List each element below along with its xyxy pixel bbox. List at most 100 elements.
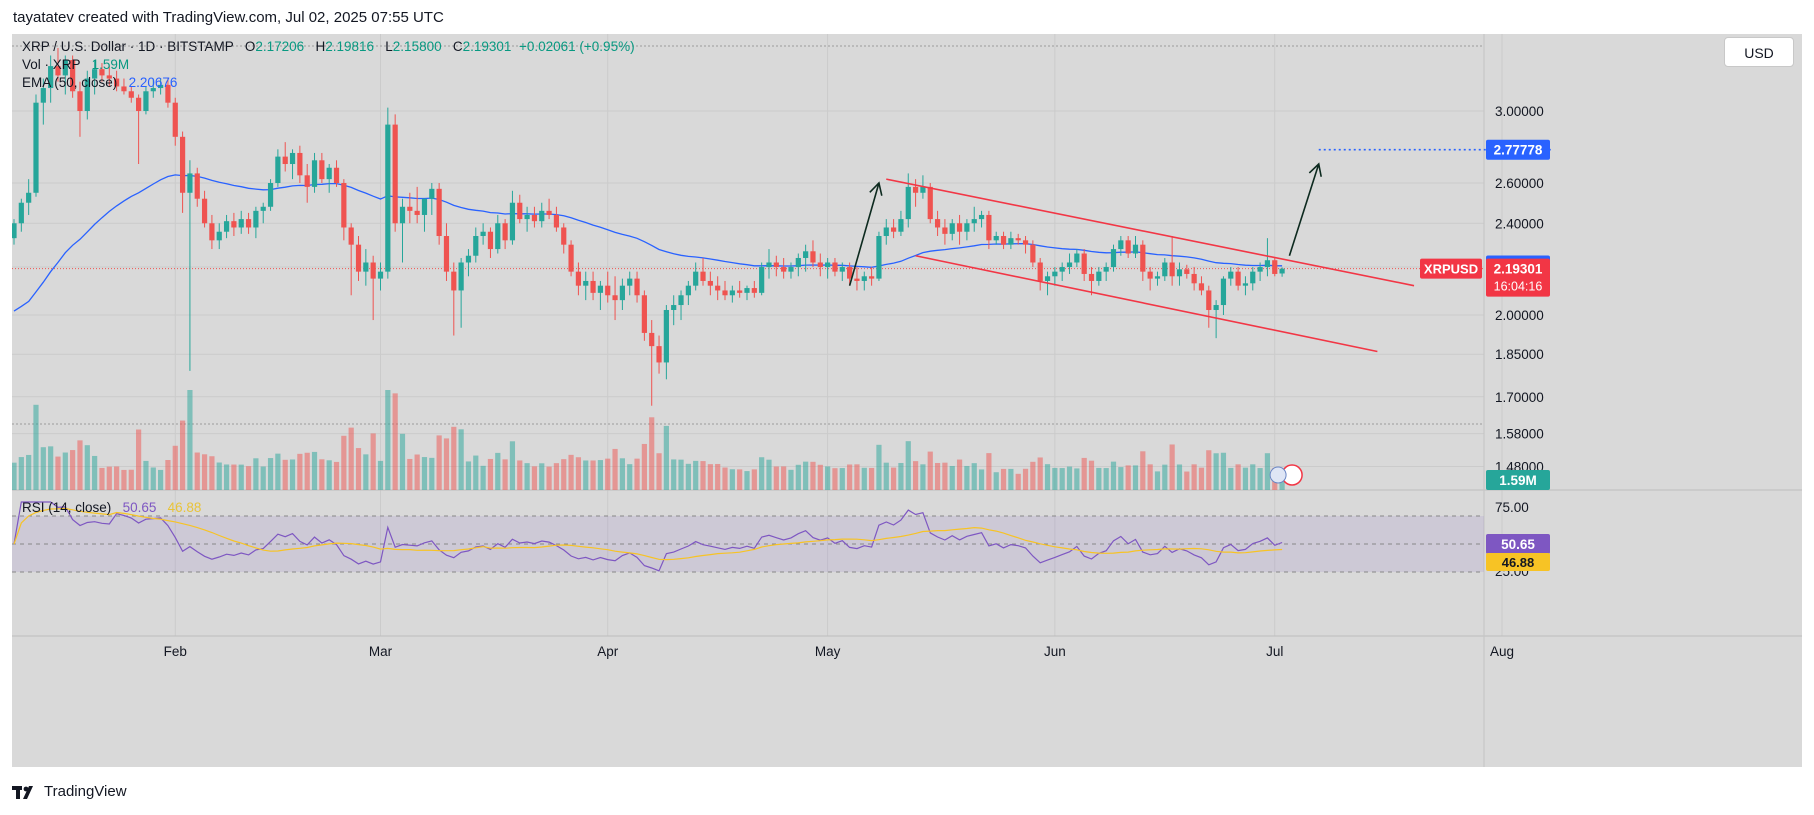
candle-body	[223, 221, 230, 232]
candle-body	[326, 167, 332, 180]
rsi-ma-badge: 46.88	[1502, 555, 1535, 570]
candle-body	[927, 186, 933, 220]
volume-bar	[517, 460, 523, 490]
ema-legend[interactable]: EMA (50, close) 2.20676	[22, 75, 177, 90]
price-tick-label: 1.85000	[1495, 347, 1544, 362]
volume-legend[interactable]: Vol · XRP 1.59M	[22, 57, 129, 72]
candle-body	[480, 231, 486, 237]
symbol-legend[interactable]: XRP / U.S. Dollar · 1D · BITSTAMP O2.172…	[22, 39, 635, 54]
candle-body	[245, 219, 252, 228]
candle-body	[1191, 273, 1197, 284]
candle-body	[737, 290, 743, 293]
volume-bar	[715, 463, 721, 490]
volume-bar	[678, 459, 684, 490]
candle-body	[1044, 276, 1051, 281]
up-arrow-2-head	[1308, 162, 1322, 177]
candle-body	[1059, 267, 1065, 272]
candle-body	[12, 223, 17, 239]
candle-body	[546, 210, 552, 215]
candle-body	[1008, 238, 1014, 245]
candle-body	[861, 276, 867, 281]
volume-bar	[275, 453, 281, 490]
candle-body	[553, 214, 560, 228]
candle-body	[253, 210, 259, 228]
price-tick-label: 2.40000	[1495, 216, 1544, 231]
candle-body	[1176, 269, 1183, 277]
candle-body	[810, 251, 816, 263]
candle-body	[517, 202, 523, 220]
candle-body	[1000, 236, 1007, 245]
volume-bar	[788, 469, 794, 490]
candle-body	[1081, 253, 1087, 274]
volume-bar	[1015, 473, 1021, 490]
volume-bar	[693, 460, 699, 490]
volume-bar	[1191, 464, 1197, 490]
candle-body	[238, 219, 244, 228]
candle-body	[458, 262, 464, 291]
candle-body	[1118, 240, 1124, 250]
time-tick-label: Apr	[597, 644, 619, 659]
volume-bar	[883, 462, 889, 490]
volume-bar	[1059, 468, 1065, 490]
volume-bar	[1110, 461, 1117, 490]
countdown-badge: 16:04:16	[1494, 280, 1543, 294]
candle-body	[912, 186, 919, 193]
candle-body	[1272, 260, 1278, 274]
volume-bar	[114, 466, 120, 490]
candle-body	[1022, 240, 1029, 245]
high-label: H	[315, 39, 326, 54]
volume-bar	[267, 458, 274, 490]
candle-body	[1250, 271, 1256, 284]
candle-body	[311, 160, 318, 187]
candle-body	[751, 288, 757, 293]
volume-bar	[392, 393, 398, 490]
volume-bar	[641, 443, 647, 490]
volume-bar	[436, 435, 442, 490]
change-value: +0.02061 (+0.95%)	[518, 39, 635, 54]
candle-body	[399, 206, 406, 224]
rsi-line	[13, 501, 1283, 572]
volume-bar	[861, 467, 867, 490]
volume-bar	[869, 467, 875, 490]
volume-bar	[1250, 464, 1256, 490]
candle-body	[77, 91, 83, 111]
currency-button[interactable]: USD	[1724, 37, 1794, 67]
volume-bar	[781, 466, 787, 490]
volume-bar	[1037, 457, 1043, 490]
candle-body	[744, 288, 750, 293]
volume-bar	[956, 459, 963, 490]
close-value: 2.19301	[462, 39, 512, 54]
chart-panel[interactable]: 3.000002.600002.400002.200002.000001.850…	[12, 34, 1802, 767]
channel-upper-line	[886, 178, 1415, 287]
volume-bar	[927, 451, 933, 490]
volume-bar	[986, 453, 992, 490]
target-price-badge-bg	[1486, 139, 1550, 160]
candle-body	[1279, 268, 1285, 274]
volume-bar	[1088, 460, 1095, 490]
volume-bar	[1228, 467, 1234, 490]
up-arrow-2	[1288, 163, 1320, 256]
volume-bar	[1235, 464, 1241, 490]
volume-value: 1.59M	[91, 57, 130, 72]
volume-label: Vol · XRP	[22, 57, 81, 72]
candle-body	[70, 60, 76, 92]
candle-body	[1169, 262, 1175, 277]
volume-bar	[55, 456, 61, 490]
volume-bar	[964, 465, 970, 490]
candle-body	[1198, 283, 1205, 291]
rsi-legend[interactable]: RSI (14, close) 50.65 46.88	[22, 500, 201, 515]
volume-bar	[795, 464, 801, 490]
volume-bar	[62, 452, 68, 490]
volume-bar	[817, 464, 823, 490]
candle-body	[436, 188, 442, 237]
candle-body	[158, 84, 164, 89]
candle-body	[671, 305, 677, 310]
low-label: L	[385, 39, 393, 54]
candle-body	[978, 214, 985, 220]
rsi-band	[12, 515, 1484, 573]
volume-bar	[326, 460, 332, 490]
price-chart[interactable]: 3.000002.600002.400002.200002.000001.850…	[12, 34, 1802, 767]
candle-body	[1125, 240, 1131, 254]
volume-bar	[77, 440, 83, 490]
volume-bar	[179, 420, 186, 490]
